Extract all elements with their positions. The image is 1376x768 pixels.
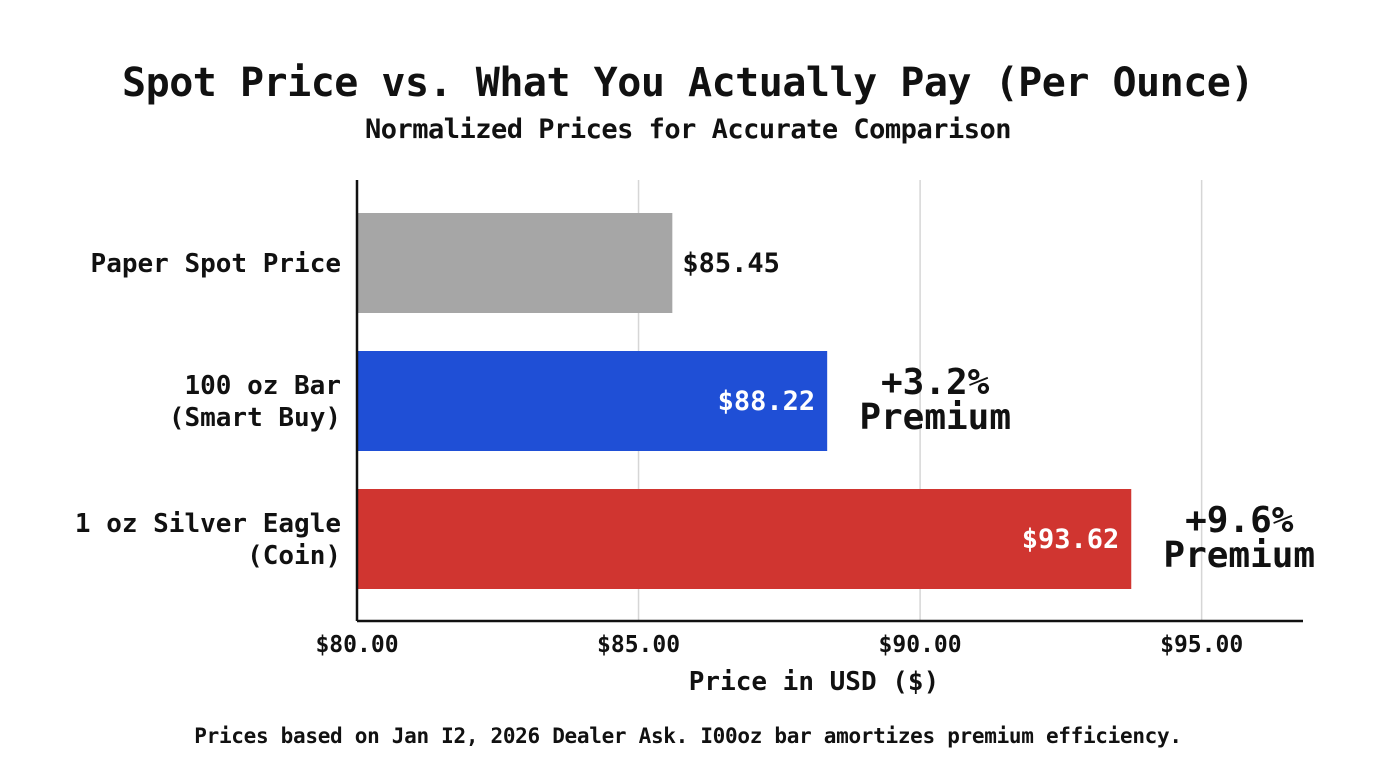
- premium-annotation: +3.2%: [881, 362, 990, 403]
- bar: [357, 213, 673, 313]
- data-label: $88.22: [718, 386, 816, 417]
- premium-annotation: +9.6%: [1185, 500, 1294, 541]
- x-tick-label: $95.00: [1160, 632, 1243, 658]
- category-label: (Coin): [247, 541, 341, 571]
- data-label: $85.45: [682, 248, 780, 279]
- data-label: $93.62: [1022, 524, 1120, 555]
- bar: [357, 489, 1132, 589]
- category-label: 100 oz Bar: [184, 371, 341, 401]
- chart-subtitle: Normalized Prices for Accurate Compariso…: [365, 114, 1011, 145]
- premium-annotation: Premium: [1163, 535, 1315, 576]
- x-axis-label: Price in USD ($): [689, 667, 939, 697]
- category-label: (Smart Buy): [169, 403, 341, 433]
- category-label: 1 oz Silver Eagle: [75, 509, 341, 539]
- x-tick-label: $80.00: [315, 632, 398, 658]
- chart-footnote: Prices based on Jan I2, 2026 Dealer Ask.…: [194, 724, 1182, 748]
- bar: [357, 351, 828, 451]
- x-tick-label: $85.00: [597, 632, 680, 658]
- category-label: Paper Spot Price: [91, 249, 341, 279]
- premium-annotation: Premium: [859, 397, 1011, 438]
- chart-title: Spot Price vs. What You Actually Pay (Pe…: [122, 60, 1254, 106]
- x-tick-label: $90.00: [879, 632, 962, 658]
